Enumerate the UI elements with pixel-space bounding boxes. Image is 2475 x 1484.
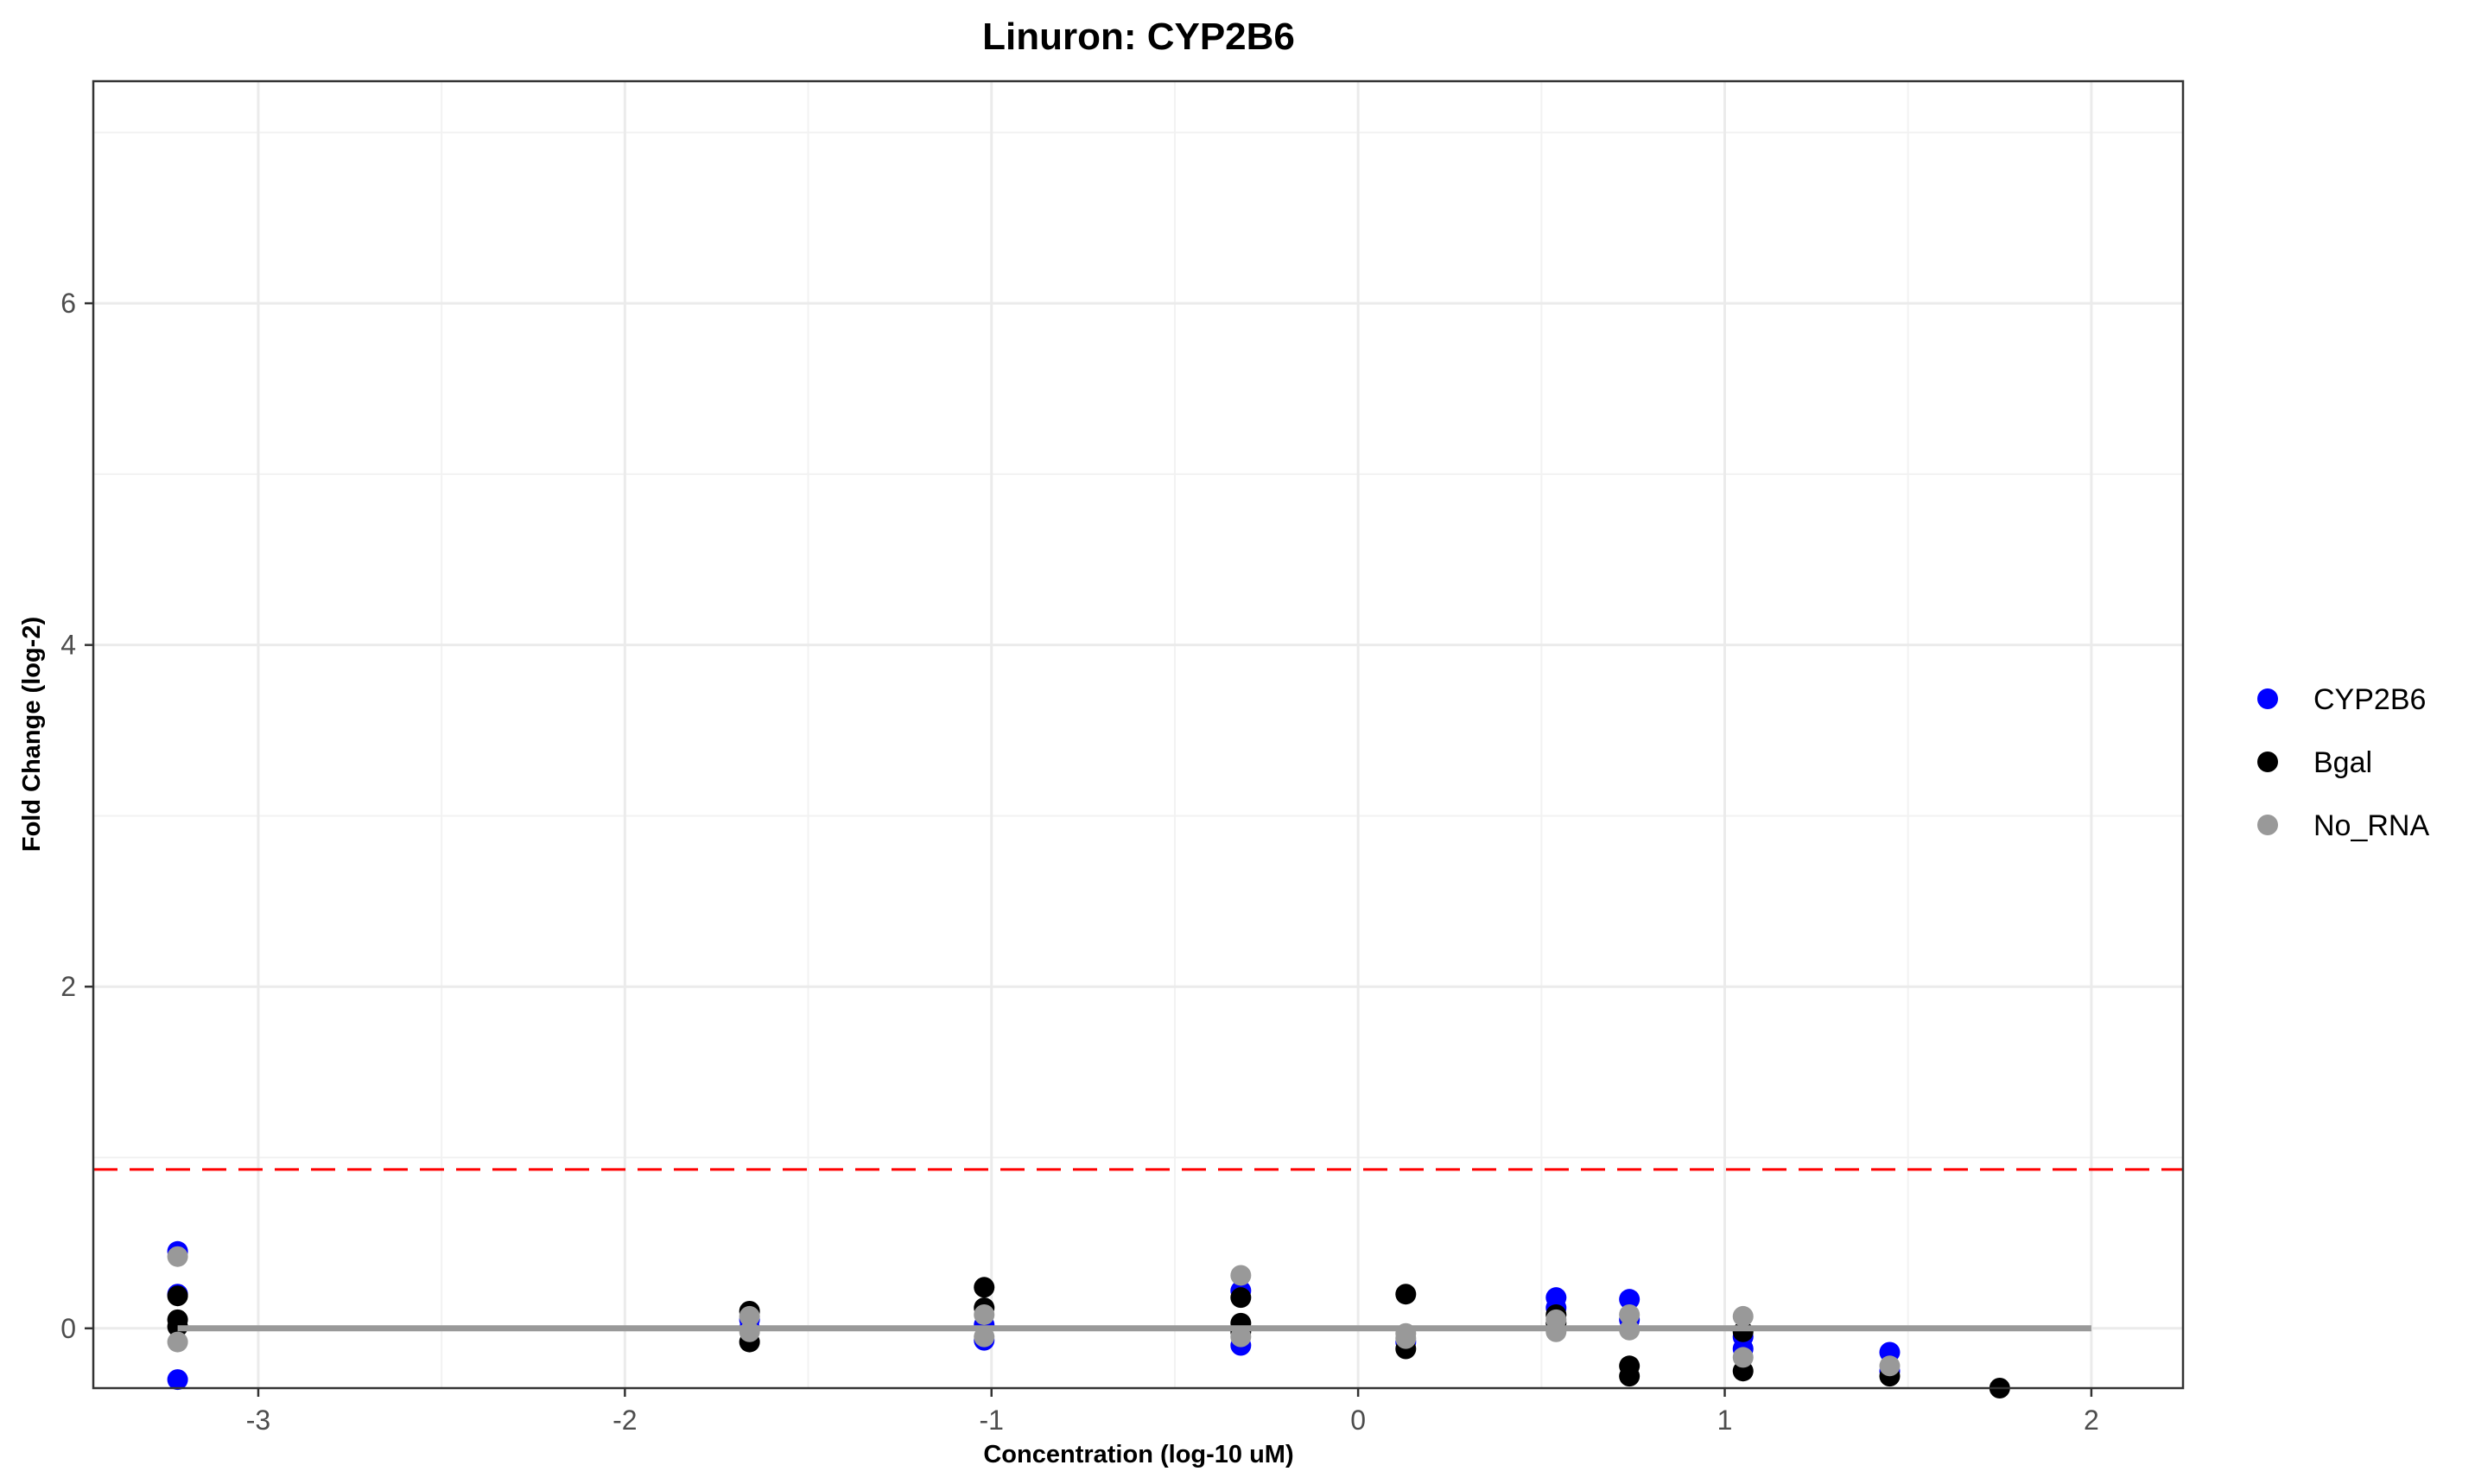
data-point-no-rna (1619, 1303, 1640, 1325)
plot-panel-border (92, 79, 2185, 1390)
data-point-bgal (1230, 1287, 1252, 1309)
data-point-no-rna (1732, 1305, 1754, 1327)
legend-key-no-rna (2257, 815, 2278, 835)
data-point-no-rna (167, 1331, 188, 1353)
y-tick-label: 0 (60, 1313, 76, 1344)
data-point-no-rna (1230, 1265, 1252, 1286)
x-tick-label: 0 (1350, 1405, 1366, 1436)
data-point-no-rna (1879, 1355, 1901, 1377)
data-point-no-rna (739, 1305, 760, 1327)
data-points (167, 1240, 2091, 1398)
data-point-no-rna (167, 1246, 188, 1267)
x-axis-title: Concentration (log-10 uM) (983, 1441, 1293, 1468)
data-point-cyp2b6 (1619, 1289, 1640, 1310)
data-point-no-rna (1230, 1326, 1252, 1348)
data-point-no-rna (1732, 1347, 1754, 1368)
data-point-no-rna (739, 1321, 760, 1342)
data-point-no-rna (1545, 1321, 1567, 1342)
data-point-no-rna (974, 1326, 995, 1348)
y-tick-label: 2 (60, 971, 76, 1002)
x-tick-label: 1 (1717, 1405, 1733, 1436)
data-point-bgal (1395, 1284, 1417, 1305)
x-tick-label: -2 (612, 1405, 637, 1436)
y-axis-title: Fold Change (log-2) (18, 617, 46, 852)
axes: -3 -2 -1 0 1 2 0 2 4 6 (60, 79, 2185, 1436)
legend-key-bgal (2257, 752, 2278, 772)
chart-title: Linuron: CYP2B6 (982, 16, 1295, 58)
legend-label: No_RNA (2313, 809, 2429, 842)
data-point-cyp2b6 (167, 1369, 188, 1391)
data-point-bgal (1619, 1366, 1640, 1387)
data-point-bgal (167, 1285, 188, 1307)
data-point-no-rna (1395, 1328, 1417, 1349)
data-point-bgal (974, 1277, 995, 1298)
x-tick-label: 2 (2084, 1405, 2099, 1436)
data-point-no-rna (974, 1303, 995, 1325)
x-tick-label: -3 (246, 1405, 270, 1436)
y-tick-label: 6 (60, 288, 76, 319)
legend-label: Bgal (2313, 746, 2372, 779)
grid-lines (93, 81, 2183, 1388)
legend: CYP2B6 Bgal No_RNA (2257, 683, 2429, 842)
legend-key-cyp2b6 (2257, 688, 2278, 709)
x-tick-label: -1 (980, 1405, 1004, 1436)
legend-label: CYP2B6 (2313, 683, 2426, 716)
y-tick-label: 4 (60, 630, 76, 661)
